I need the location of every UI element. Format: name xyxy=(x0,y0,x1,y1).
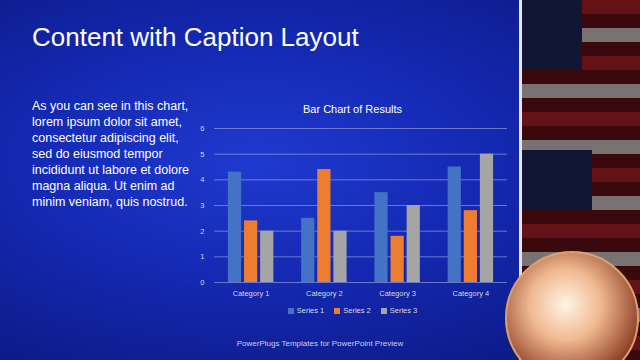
svg-text:3: 3 xyxy=(200,201,204,210)
svg-text:2: 2 xyxy=(200,227,204,236)
html-text:Content with Caption Layout: Content with Caption Layout xyxy=(32,22,359,52)
html-text:As you can see in this chart,: As you can see in this chart, lorem ipsu… xyxy=(32,99,190,209)
svg-text:0: 0 xyxy=(200,278,204,287)
svg-text:Category 3: Category 3 xyxy=(379,289,416,298)
html-text:Series 1: Series 1 xyxy=(296,306,325,315)
html-text:Series 2: Series 2 xyxy=(343,306,371,315)
svg-text:1: 1 xyxy=(200,252,204,261)
svg-text:Category 2: Category 2 xyxy=(306,289,343,298)
svg-text:Category 1: Category 1 xyxy=(233,289,270,298)
html-text:Bar Chart of Results: Bar Chart of Results xyxy=(303,103,402,115)
svg-text:5: 5 xyxy=(200,150,204,159)
svg-text:4: 4 xyxy=(200,175,204,184)
html-text:Series 3: Series 3 xyxy=(389,306,418,315)
svg-text:6: 6 xyxy=(200,124,204,133)
html-text:PowerPlugs Templates for Power: PowerPlugs Templates for PowerPoint Prev… xyxy=(236,339,404,348)
svg-text:Category 4: Category 4 xyxy=(453,289,490,298)
